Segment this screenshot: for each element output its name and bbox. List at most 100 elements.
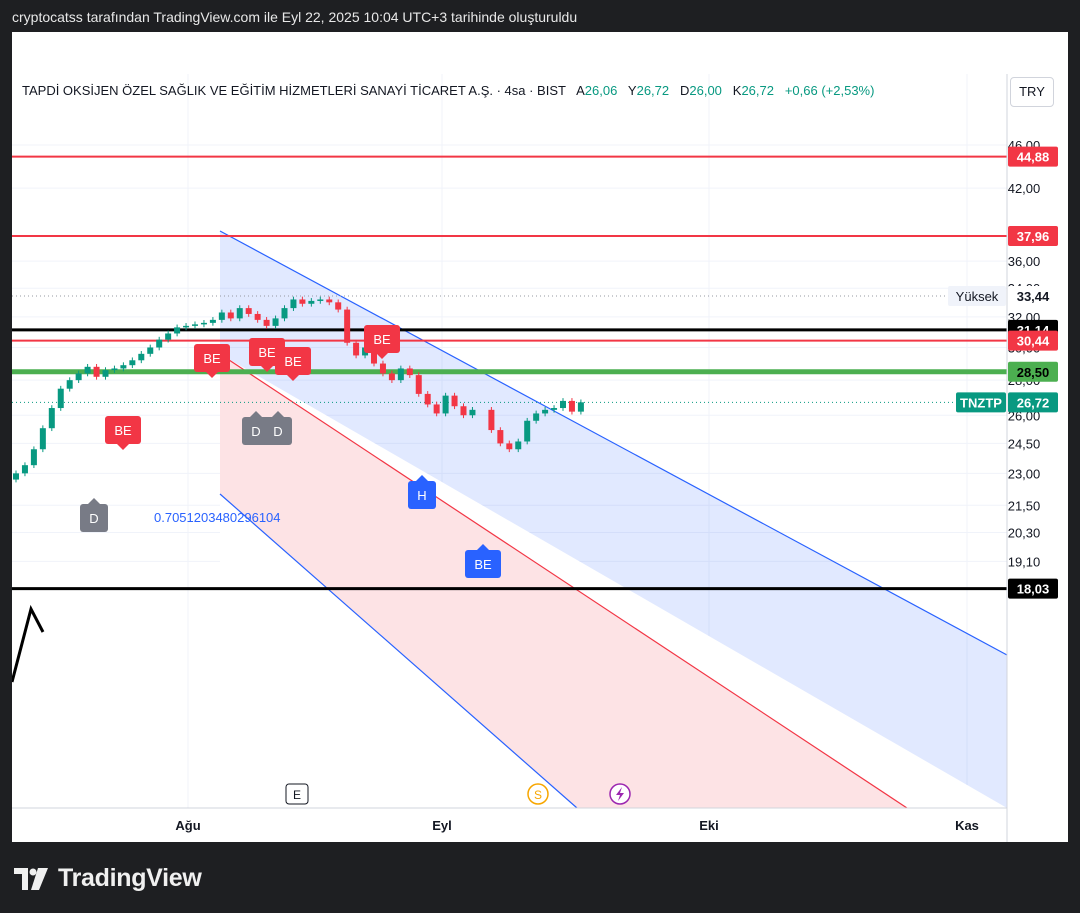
- candle-body: [48, 408, 55, 429]
- price-axis-label: 36,00: [1008, 254, 1041, 269]
- candle-body: [183, 325, 190, 328]
- signal-label-buy: BE: [465, 544, 501, 578]
- chart-panel[interactable]: 46,0042,0036,0034,0032,0030,0028,0026,00…: [12, 32, 1068, 842]
- candle-body: [209, 319, 216, 323]
- top-bar: cryptocatss tarafından TradingView.com i…: [0, 0, 1080, 32]
- candle-body: [227, 312, 234, 319]
- candle-body: [39, 428, 46, 450]
- change-value: +0,66 (+2,53%): [784, 83, 875, 98]
- price-tag-text: 18,03: [1017, 582, 1050, 597]
- candle-body: [254, 313, 261, 320]
- signal-label-text: BE: [284, 354, 302, 369]
- candle-body: [515, 441, 522, 450]
- signal-label-neutral: D: [242, 411, 270, 445]
- candle-body: [129, 360, 136, 366]
- high-label: Y: [627, 83, 637, 98]
- split-event-text: S: [534, 788, 542, 802]
- candle-body: [488, 409, 495, 431]
- signal-label-pointer: [206, 372, 218, 378]
- candle-body: [21, 465, 28, 474]
- time-axis-label: Eki: [699, 818, 719, 833]
- drawn-arrow: [12, 604, 45, 683]
- candle-body: [290, 299, 297, 309]
- price-tag-label-bg: [956, 392, 1006, 413]
- time-axis-label: Ağu: [175, 818, 200, 833]
- signal-label-neutral: D: [264, 411, 292, 445]
- price-axis-label: 24,50: [1008, 436, 1041, 451]
- earnings-event-text: E: [293, 788, 301, 802]
- candle-body: [524, 420, 531, 442]
- signal-label-text: D: [89, 511, 98, 526]
- symbol-header: TAPDİ OKSİJEN ÖZEL SAĞLIK VE EĞİTİM HİZM…: [22, 83, 874, 98]
- signal-label-sell: BE: [364, 325, 400, 359]
- candle-body: [568, 400, 575, 412]
- candle-body: [542, 409, 549, 414]
- candle-body: [442, 395, 449, 414]
- price-tag-last: [1008, 392, 1058, 413]
- open-value: 26,06: [584, 83, 618, 98]
- symbol-title: TAPDİ OKSİJEN ÖZEL SAĞLIK VE EĞİTİM HİZM…: [22, 83, 566, 98]
- signal-label-text: BE: [258, 345, 276, 360]
- author-caption: cryptocatss tarafından TradingView.com i…: [12, 9, 578, 25]
- signal-label-text: BE: [474, 557, 492, 572]
- price-tag-text: 33,44: [1017, 289, 1050, 304]
- candle-body: [75, 373, 82, 381]
- candle-body: [120, 365, 127, 369]
- price-tag-label: Yüksek: [956, 289, 999, 304]
- candle-body: [344, 309, 351, 343]
- candle-body: [102, 370, 109, 377]
- chart-canvas[interactable]: 46,0042,0036,0034,0032,0030,0028,0026,00…: [12, 32, 1068, 842]
- price-axis-label: 23,00: [1008, 466, 1041, 481]
- candle-body: [111, 368, 118, 371]
- candle-body: [200, 322, 207, 325]
- candle-body: [388, 373, 395, 381]
- signal-label-text: BE: [373, 332, 391, 347]
- price-tag-text: 26,72: [1017, 395, 1050, 410]
- price-tag-label-bg: [948, 286, 1006, 307]
- price-axis-label: 20,30: [1008, 525, 1041, 540]
- candle-body: [379, 363, 386, 374]
- candle-body: [577, 402, 584, 412]
- candle-body: [57, 388, 64, 409]
- open-label: A: [576, 83, 585, 98]
- tradingview-logo[interactable]: TradingView: [14, 864, 202, 893]
- candle-body: [551, 408, 558, 410]
- price-tag-text: 37,96: [1017, 229, 1050, 244]
- signal-label-pointer: [287, 375, 299, 381]
- candle-body: [533, 413, 540, 421]
- signal-label-pointer: [88, 498, 100, 504]
- signal-label-pointer: [117, 444, 129, 450]
- candle-body: [30, 449, 37, 466]
- price-tag-green-line: [1008, 361, 1058, 382]
- signal-label-text: D: [251, 424, 260, 439]
- signal-label-box: [264, 417, 292, 445]
- candle-body: [84, 366, 91, 374]
- signal-label-pointer: [376, 353, 388, 359]
- candle-body: [371, 347, 377, 364]
- channel-bottom-line: [219, 493, 578, 809]
- signal-label-pointer: [250, 411, 262, 417]
- candle-body: [424, 393, 431, 405]
- price-tag-text: 44,88: [1017, 150, 1050, 165]
- candle-body: [397, 368, 404, 381]
- price-axis-label: 19,10: [1008, 554, 1041, 569]
- candle-body: [560, 400, 566, 409]
- price-tag-text: 30,44: [1017, 334, 1050, 349]
- signal-label-box: [465, 550, 501, 578]
- split-event-icon: [527, 783, 549, 805]
- price-axis-label: 21,50: [1008, 498, 1041, 513]
- channel-mask: [220, 354, 1007, 808]
- signal-label-box: [194, 344, 230, 372]
- signal-label-box: [364, 325, 400, 353]
- candle-body: [156, 339, 163, 348]
- low-label: D: [679, 83, 690, 98]
- channel-top-line: [219, 230, 1008, 656]
- price-tag-resistance: [1008, 330, 1058, 351]
- signal-label-neutral: D: [80, 498, 108, 532]
- earnings-event-icon: [285, 783, 309, 805]
- currency-selector[interactable]: TRY: [1010, 77, 1054, 107]
- tradingview-logo-text: TradingView: [58, 864, 202, 892]
- signal-label-sell: BE: [275, 347, 311, 381]
- signal-label-text: BE: [203, 351, 221, 366]
- candle-body: [165, 333, 172, 340]
